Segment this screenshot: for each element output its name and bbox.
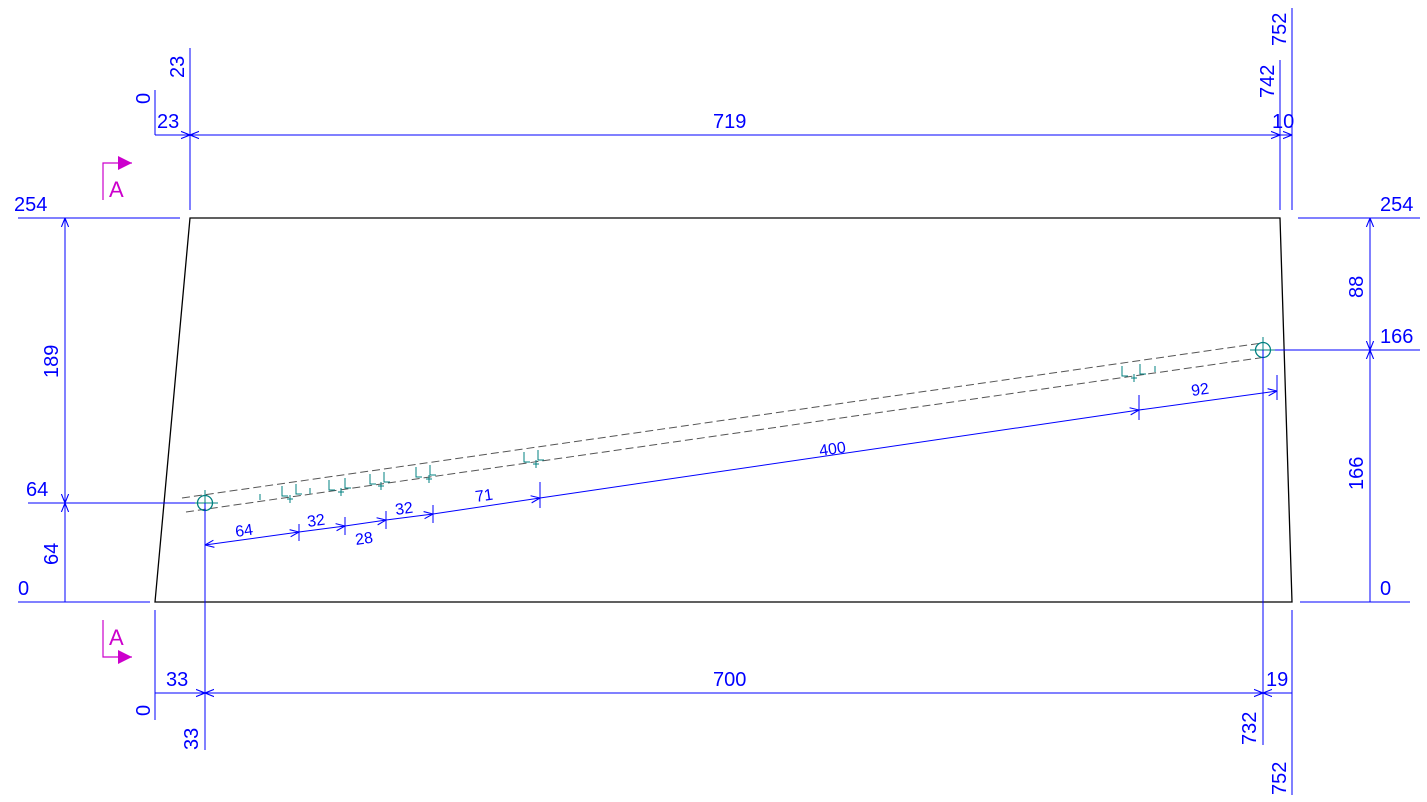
dim-left-span-lower: 64 <box>41 543 63 565</box>
section-label-bottom: A <box>109 625 124 650</box>
dim-top-left-0: 0 <box>133 93 155 104</box>
dim-bottom-vertical-752: 752 <box>1269 762 1291 795</box>
dim-right-bottom-level: 0 <box>1380 578 1391 600</box>
dim-top-seg-left: 23 <box>157 111 179 133</box>
dim-top-vertical-23: 23 <box>167 56 189 78</box>
dimension-lines <box>18 8 1420 795</box>
dim-left-bottom-level: 0 <box>18 578 29 600</box>
dim-rebar-seg-1: 64 <box>234 522 254 541</box>
dim-right-span-lower: 166 <box>1346 457 1368 490</box>
dim-bottom-vertical-33: 33 <box>181 728 203 750</box>
element-outline <box>154 217 1293 603</box>
dim-bottom-left-0: 0 <box>133 705 155 716</box>
section-mark-bottom: A <box>102 620 132 664</box>
dim-rebar-seg-5: 71 <box>474 487 494 506</box>
rebar-group <box>181 337 1276 516</box>
dim-right-mid-level: 166 <box>1380 326 1413 348</box>
dim-rebar-seg-4: 32 <box>394 500 414 519</box>
dim-bottom-vertical-732: 732 <box>1239 712 1261 745</box>
dim-rebar-seg-6: 400 <box>818 439 847 460</box>
dim-top-vertical-742: 742 <box>1257 65 1279 98</box>
section-label-top: A <box>109 177 124 202</box>
dim-rebar-seg-2: 32 <box>306 512 326 531</box>
rebar-stirrup-marks <box>259 364 1156 503</box>
dim-top-seg-right: 10 <box>1272 111 1294 133</box>
dim-right-span-upper: 88 <box>1346 276 1368 298</box>
dim-top-vertical-752: 752 <box>1269 13 1291 46</box>
dim-left-span-upper: 189 <box>41 345 63 378</box>
dim-rebar-seg-3: 28 <box>354 530 374 549</box>
dim-right-top-level: 254 <box>1380 194 1413 216</box>
dim-bottom-seg-right: 19 <box>1266 669 1288 691</box>
dim-left-top-level: 254 <box>14 194 47 216</box>
rebar-line-upper <box>181 342 1263 499</box>
dim-top-seg-main: 719 <box>713 111 746 133</box>
dim-bottom-seg-left: 33 <box>166 669 188 691</box>
section-mark-top: A <box>102 156 132 202</box>
dimension-texts: 0 23 23 719 10 742 752 0 33 33 700 19 73… <box>14 13 1413 795</box>
dim-rebar-seg-7: 92 <box>1190 381 1210 400</box>
rebar-line-lower <box>185 356 1267 513</box>
dim-left-mid-level: 64 <box>26 479 48 501</box>
dim-bottom-seg-main: 700 <box>713 669 746 691</box>
